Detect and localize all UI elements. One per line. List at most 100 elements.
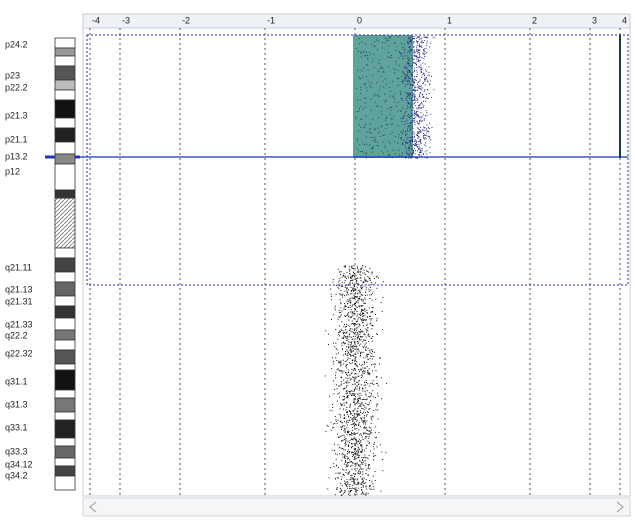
band-label: q21.33 (5, 319, 33, 329)
probe-dot (371, 364, 372, 365)
probe-dot (423, 42, 424, 43)
probe-dot (348, 446, 349, 447)
probe-dot (347, 355, 348, 356)
probe-dot (401, 132, 402, 133)
probe-dot (332, 407, 333, 408)
probe-dot (352, 315, 353, 316)
probe-dot (385, 452, 386, 453)
probe-dot (350, 276, 351, 277)
probe-dot (407, 58, 408, 59)
probe-dot (356, 348, 357, 349)
probe-dot (340, 414, 341, 415)
probe-dot (345, 267, 346, 268)
probe-dot (360, 99, 361, 100)
probe-dot (365, 492, 366, 493)
probe-dot (379, 60, 380, 61)
probe-dot (420, 67, 421, 68)
probe-dot (361, 482, 362, 483)
probe-dot (429, 84, 430, 85)
probe-dot (353, 332, 354, 333)
chromosome-band (55, 420, 75, 438)
probe-dot (421, 89, 422, 90)
probe-dot (420, 142, 421, 143)
probe-dot (421, 71, 422, 72)
probe-dot (359, 398, 360, 399)
probe-dot (413, 104, 414, 105)
probe-dot (382, 297, 383, 298)
probe-dot (350, 328, 351, 329)
probe-dot (344, 332, 345, 333)
probe-dot (382, 68, 383, 69)
probe-dot (390, 38, 391, 39)
probe-dot (335, 453, 336, 454)
probe-dot (398, 85, 399, 86)
probe-dot (342, 399, 343, 400)
probe-dot (366, 154, 367, 155)
probe-dot (355, 495, 356, 496)
probe-dot (412, 65, 413, 66)
probe-dot (362, 390, 363, 391)
probe-dot (419, 54, 420, 55)
probe-dot (351, 317, 352, 318)
probe-dot (334, 444, 335, 445)
probe-dot (369, 373, 370, 374)
probe-dot (344, 399, 345, 400)
probe-dot (332, 404, 333, 405)
probe-dot (347, 414, 348, 415)
probe-dot (416, 62, 417, 63)
probe-dot (338, 353, 339, 354)
probe-dot (361, 42, 362, 43)
probe-dot (410, 141, 411, 142)
probe-dot (358, 429, 359, 430)
probe-dot (355, 290, 356, 291)
probe-dot (370, 290, 371, 291)
probe-dot (357, 307, 358, 308)
probe-dot (360, 344, 361, 345)
probe-dot (423, 114, 424, 115)
probe-dot (377, 142, 378, 143)
probe-dot (415, 102, 416, 103)
probe-dot (381, 111, 382, 112)
probe-dot (343, 396, 344, 397)
probe-dot (353, 356, 354, 357)
scrollbar[interactable] (83, 498, 630, 516)
probe-dot (345, 429, 346, 430)
probe-dot (364, 409, 365, 410)
probe-dot (375, 95, 376, 96)
probe-dot (349, 266, 350, 267)
probe-dot (353, 395, 354, 396)
probe-dot (341, 495, 342, 496)
probe-dot (354, 381, 355, 382)
probe-dot (411, 137, 412, 138)
probe-dot (359, 110, 360, 111)
probe-dot (352, 485, 353, 486)
probe-dot (360, 151, 361, 152)
probe-dot (356, 148, 357, 149)
probe-dot (340, 403, 341, 404)
probe-dot (338, 287, 339, 288)
probe-dot (414, 51, 415, 52)
probe-dot (404, 52, 405, 53)
probe-dot (368, 348, 369, 349)
probe-dot (384, 94, 385, 95)
probe-dot (368, 468, 369, 469)
probe-dot (366, 152, 367, 153)
probe-dot (402, 108, 403, 109)
probe-dot (351, 390, 352, 391)
probe-dot (350, 412, 351, 413)
probe-dot (351, 438, 352, 439)
probe-dot (366, 131, 367, 132)
probe-dot (395, 69, 396, 70)
probe-dot (367, 271, 368, 272)
probe-dot (409, 140, 410, 141)
probe-dot (359, 396, 360, 397)
probe-dot (359, 290, 360, 291)
probe-dot (350, 344, 351, 345)
probe-dot (421, 148, 422, 149)
probe-dot (327, 488, 328, 489)
probe-dot (365, 349, 366, 350)
probe-dot (358, 473, 359, 474)
probe-dot (330, 422, 331, 423)
probe-dot (359, 473, 360, 474)
probe-dot (339, 310, 340, 311)
